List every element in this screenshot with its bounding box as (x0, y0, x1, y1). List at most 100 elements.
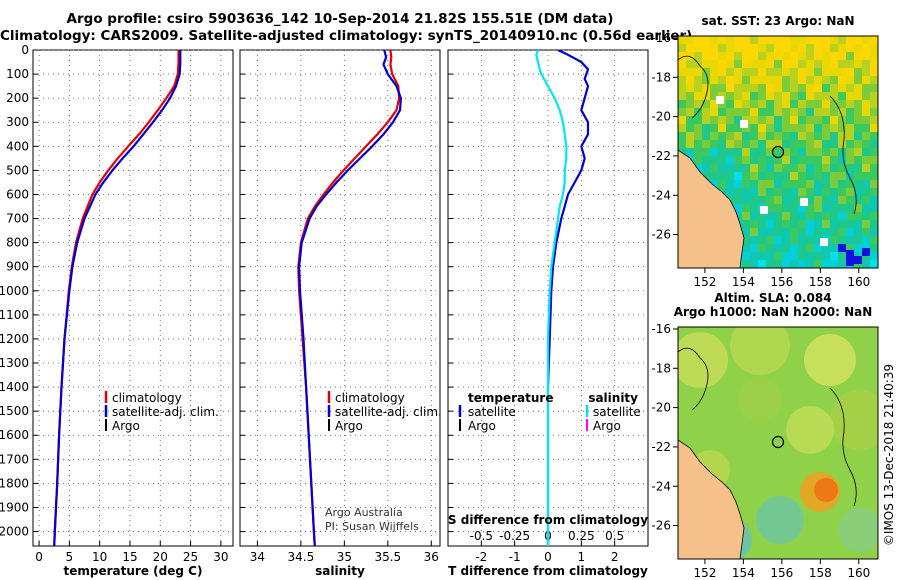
sla-map-title-line2: Argo h1000: NaN h2000: NaN (674, 305, 873, 319)
sst-cell (790, 76, 799, 85)
sst-cell (734, 156, 743, 165)
sst-cell (734, 140, 743, 149)
sst-cell (782, 180, 791, 189)
sst-cell (702, 76, 711, 85)
depth-tick-label: 500 (6, 163, 29, 177)
sst-cell (774, 52, 783, 61)
depth-tick-label: 1400 (0, 380, 29, 394)
sst-cell (734, 100, 743, 109)
sst-cell (774, 36, 783, 45)
sst-cell (758, 52, 767, 61)
sst-cell (726, 156, 735, 165)
sst-cell (822, 148, 831, 157)
sst-cell (782, 220, 791, 229)
sst-map-title: sat. SST: 23 Argo: NaN (701, 14, 854, 28)
sst-cell (710, 148, 719, 157)
sst-cell (694, 36, 703, 45)
sst-cell (750, 188, 759, 197)
sst-cell (726, 68, 735, 77)
sst-cell (806, 196, 815, 205)
sst-cell (822, 204, 831, 213)
sst-cell (702, 108, 711, 117)
sst-cell (838, 148, 847, 157)
sst-cell (806, 148, 815, 157)
sst-cell (862, 172, 871, 181)
sla-lon-label: 156 (770, 566, 793, 580)
sst-cell (862, 156, 871, 165)
sst-cell (830, 36, 839, 45)
sst-cell (870, 260, 878, 268)
sst-cell (734, 92, 743, 101)
sst-cell (838, 212, 847, 221)
sst-cell (750, 244, 759, 253)
sst-cell (790, 100, 799, 109)
sst-cell (774, 148, 783, 157)
sst-cell (870, 116, 878, 125)
sst-cell (750, 92, 759, 101)
sst-cell (822, 44, 831, 53)
sst-cell (758, 164, 767, 173)
sst-cell (846, 180, 855, 189)
depth-tick-label: 400 (6, 139, 29, 153)
sst-cell (766, 196, 775, 205)
sst-cell (846, 132, 855, 141)
sst-cell (718, 140, 727, 149)
sst-cell (854, 44, 863, 53)
sla-map (678, 327, 878, 559)
sst-cell (870, 252, 878, 261)
sst-cell (678, 84, 687, 93)
sst-cell (854, 220, 863, 229)
sst-cell (814, 60, 823, 69)
sst-cell (806, 76, 815, 85)
difference-top-tick-label: -0.25 (499, 529, 530, 543)
sst-cell (806, 180, 815, 189)
sst-cell (846, 164, 855, 173)
sst-cell (870, 196, 878, 205)
sst-cell (742, 180, 751, 189)
sst-cell (822, 252, 831, 261)
sst-cell (846, 116, 855, 125)
sst-cell (862, 188, 871, 197)
sst-cell (782, 76, 791, 85)
sst-cell (790, 52, 799, 61)
sst-cell (790, 124, 799, 133)
sst-cell (798, 124, 807, 133)
sla-anomaly-blob (786, 406, 834, 454)
sst-cell (806, 236, 815, 245)
sst-cell (726, 92, 735, 101)
sst-cell (750, 252, 759, 261)
sla-lat-label: -16 (651, 322, 671, 336)
sst-cell (830, 84, 839, 93)
sst-cell (806, 100, 815, 109)
sst-cell (774, 196, 783, 205)
sst-cell (686, 132, 695, 141)
sst-cell (790, 236, 799, 245)
sst-cell (782, 60, 791, 69)
sst-cell (774, 236, 783, 245)
sst-cell (694, 148, 703, 157)
sst-cell (838, 92, 847, 101)
sst-cell (750, 164, 759, 173)
depth-tick-label: 0 (21, 43, 29, 57)
sst-cell (702, 124, 711, 133)
difference-xtick-label: -1 (509, 550, 521, 564)
sst-cell (694, 156, 703, 165)
sst-cell (854, 140, 863, 149)
sst-cell (702, 172, 711, 181)
sst-cell (862, 68, 871, 77)
sst-cell (758, 124, 767, 133)
sst-cell (750, 36, 759, 45)
sst-cell (814, 132, 823, 141)
sst-cell (838, 108, 847, 117)
sst-cell (718, 44, 727, 53)
sst-cell (758, 228, 767, 237)
sst-cell (822, 188, 831, 197)
sst-cell (870, 188, 878, 197)
depth-tick-label: 1800 (0, 476, 29, 490)
sst-cell (742, 52, 751, 61)
sst-cell (798, 188, 807, 197)
sst-cell (846, 156, 855, 165)
sst-argo-marker (771, 145, 785, 159)
sst-cell (870, 204, 878, 213)
sst-cell (694, 116, 703, 125)
